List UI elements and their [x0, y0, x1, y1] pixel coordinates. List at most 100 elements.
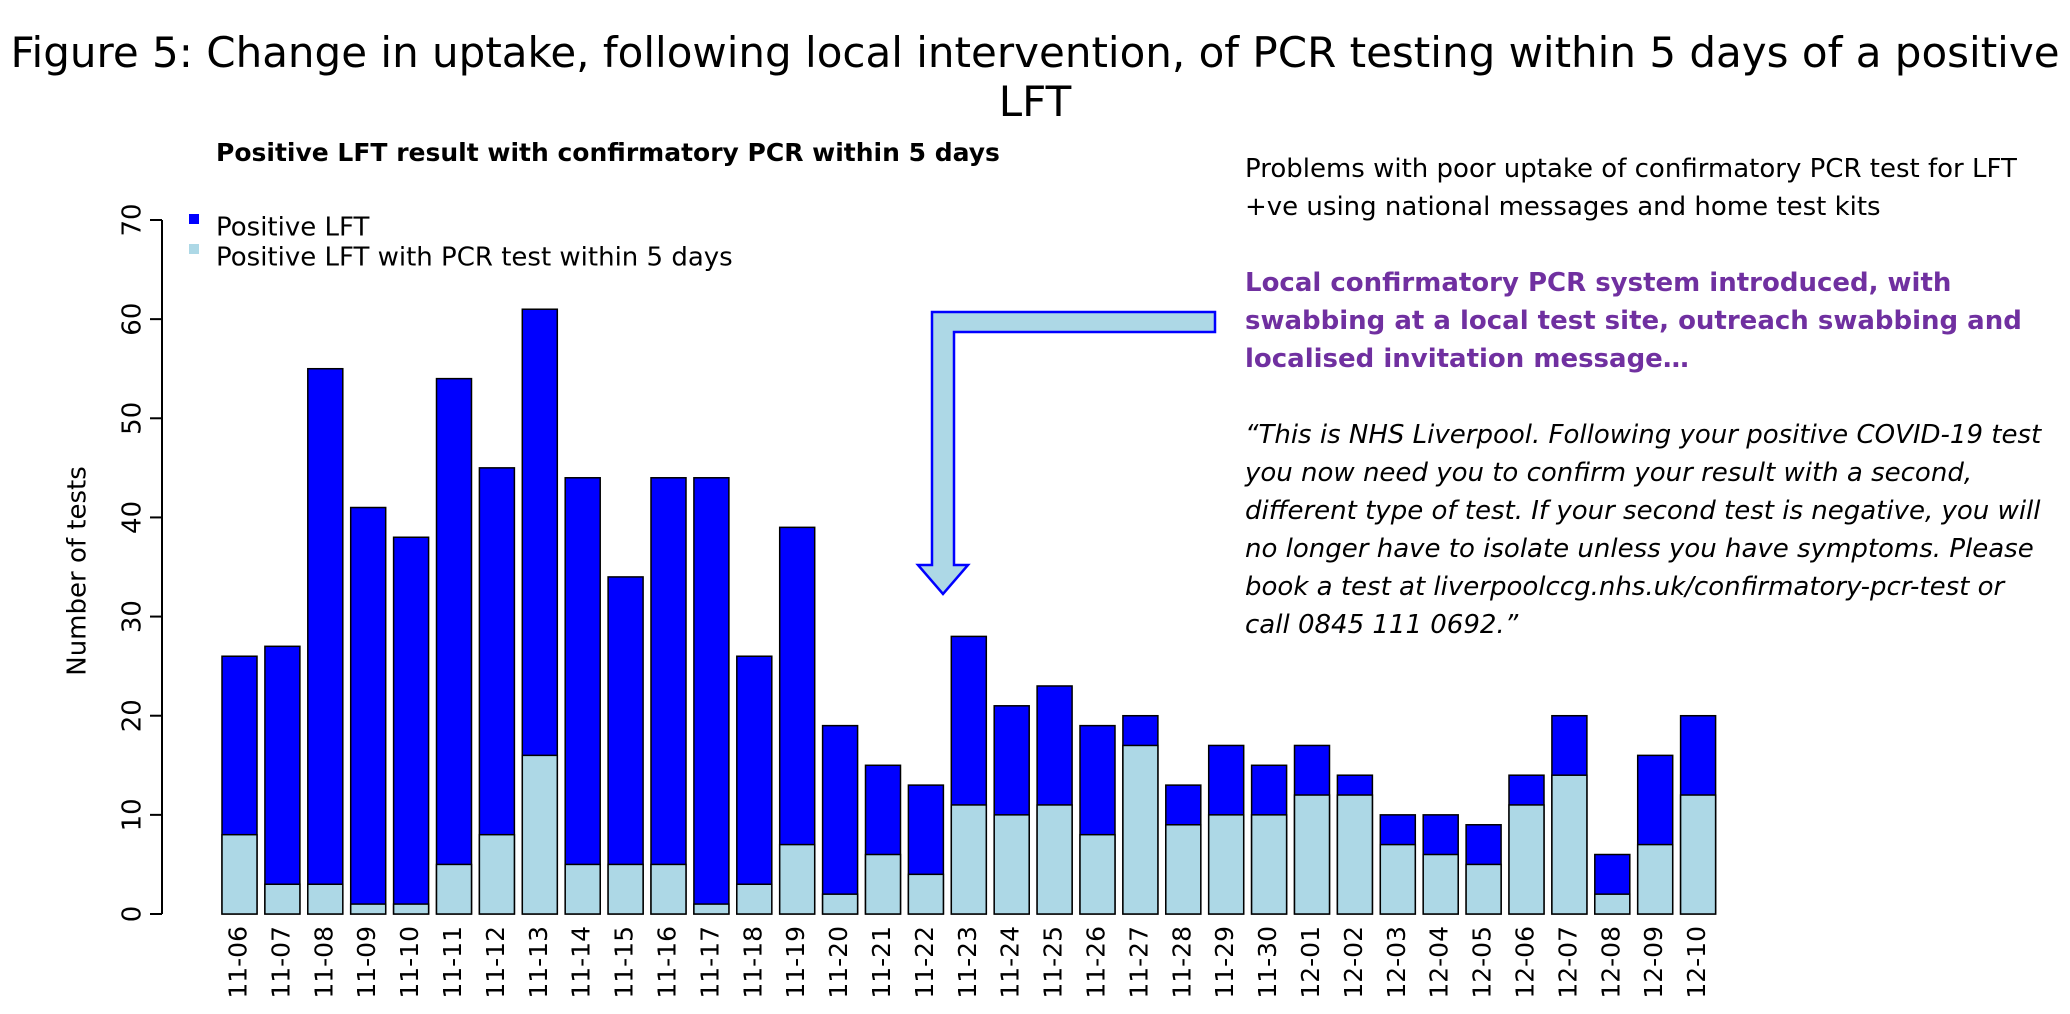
y-tick-label: 50: [118, 402, 148, 435]
x-tick-label: 12-06: [1511, 926, 1540, 999]
bar-positive-lft-with-pcr: [1465, 863, 1502, 915]
bar-positive-lft-with-pcr: [1422, 853, 1459, 915]
y-axis-label: Number of tests: [63, 466, 93, 676]
x-tick-label: 11-06: [224, 926, 253, 999]
bar-positive-lft-with-pcr: [564, 863, 601, 915]
x-tick-label: 11-26: [1082, 926, 1111, 999]
bar-positive-lft-with-pcr: [392, 903, 430, 915]
x-tick-label: 11-29: [1210, 926, 1239, 999]
x-tick-label: 12-05: [1468, 926, 1497, 999]
y-tick-label: 60: [118, 303, 148, 336]
x-tick-label: 11-13: [524, 926, 553, 999]
bar-positive-lft-with-pcr: [221, 833, 258, 915]
x-tick-label: 12-01: [1296, 926, 1325, 999]
x-tick-label: 11-14: [567, 926, 596, 999]
x-tick-label: 11-27: [1124, 926, 1153, 999]
x-tick-label: 11-09: [352, 926, 381, 999]
x-tick-label: 11-15: [610, 926, 639, 999]
bar-positive-lft: [392, 536, 430, 915]
legend-swatch: [189, 214, 199, 224]
x-tick-label: 12-04: [1425, 926, 1454, 999]
figure-title: Figure 5: Change in uptake, following lo…: [10, 28, 2060, 126]
x-tick-label: 11-11: [438, 926, 467, 999]
y-tick-label: 70: [118, 203, 148, 236]
bar-positive-lft-with-pcr: [1250, 814, 1288, 915]
bar-positive-lft-with-pcr: [1293, 794, 1331, 915]
bar-positive-lft-with-pcr: [1079, 833, 1116, 915]
y-tick-label: 0: [118, 906, 148, 923]
annotation-problem: Problems with poor uptake of confirmator…: [1245, 154, 2017, 222]
x-tick-label: 11-16: [653, 926, 682, 999]
bar-positive-lft-with-pcr: [821, 893, 859, 915]
bar-positive-lft-with-pcr: [435, 863, 473, 915]
legend-swatch: [189, 244, 199, 254]
bar-positive-lft-with-pcr: [349, 903, 387, 915]
x-tick-label: 11-20: [824, 926, 853, 999]
bar-positive-lft: [650, 477, 687, 915]
x-tick-label: 11-22: [910, 926, 939, 999]
bar-positive-lft: [693, 477, 730, 915]
bar-positive-lft-with-pcr: [736, 883, 773, 915]
y-tick-label: 40: [118, 501, 148, 534]
bar-positive-lft-with-pcr: [521, 754, 559, 915]
bar-positive-lft-with-pcr: [864, 853, 902, 915]
x-tick-label: 12-08: [1596, 926, 1625, 999]
chart-title: Positive LFT result with confirmatory PC…: [216, 138, 1000, 167]
x-tick-label: 12-10: [1682, 926, 1711, 999]
bar-positive-lft-with-pcr: [1679, 794, 1717, 915]
x-tick-label: 11-07: [266, 926, 295, 999]
bar-positive-lft-with-pcr: [1594, 893, 1631, 915]
x-tick-label: 11-28: [1167, 926, 1196, 999]
bar-positive-lft: [821, 724, 859, 915]
bar-positive-lft: [349, 506, 387, 915]
bar-positive-lft: [564, 477, 601, 915]
bar-positive-lft-with-pcr: [1336, 794, 1374, 915]
legend-label: Positive LFT: [216, 213, 369, 243]
bar-positive-lft-with-pcr: [1122, 744, 1159, 915]
bar-positive-lft-with-pcr: [1207, 814, 1245, 915]
bar-positive-lft-with-pcr: [307, 883, 344, 915]
y-tick-label: 10: [118, 798, 148, 831]
bar-positive-lft-with-pcr: [1379, 843, 1417, 915]
bar-positive-lft-with-pcr: [1508, 804, 1545, 915]
x-tick-label: 11-23: [953, 926, 982, 999]
x-tick-label: 11-08: [309, 926, 338, 999]
legend-label: Positive LFT with PCR test within 5 days: [216, 243, 733, 273]
bar-positive-lft-with-pcr: [693, 903, 730, 915]
x-tick-label: 12-07: [1553, 926, 1582, 999]
x-tick-label: 12-03: [1382, 926, 1411, 999]
bar-positive-lft-with-pcr: [478, 833, 516, 915]
x-tick-label: 11-30: [1253, 926, 1282, 999]
x-tick-label: 11-17: [695, 926, 724, 999]
bar-positive-lft-with-pcr: [1036, 804, 1073, 915]
x-tick-label: 11-18: [738, 926, 767, 999]
y-tick-label: 20: [118, 699, 148, 732]
bar-positive-lft: [736, 655, 773, 915]
x-tick-label: 11-12: [481, 926, 510, 999]
annotation-quote: “This is NHS Liverpool. Following your p…: [1245, 420, 2042, 640]
bar-positive-lft-with-pcr: [1636, 843, 1674, 915]
x-tick-label: 11-24: [996, 926, 1025, 999]
y-tick-label: 30: [118, 600, 148, 633]
bar-positive-lft: [435, 377, 473, 915]
bar-positive-lft-with-pcr: [950, 804, 988, 915]
bar-positive-lft-with-pcr: [778, 843, 816, 915]
x-tick-label: 11-25: [1039, 926, 1068, 999]
bar-positive-lft-with-pcr: [1165, 824, 1202, 915]
bar-positive-lft: [307, 367, 344, 915]
x-tick-label: 12-09: [1639, 926, 1668, 999]
x-tick-label: 11-10: [395, 926, 424, 999]
x-tick-label: 11-21: [867, 926, 896, 999]
bar-positive-lft-with-pcr: [1551, 774, 1588, 915]
bar-positive-lft-with-pcr: [607, 863, 644, 915]
bar-positive-lft-with-pcr: [993, 814, 1030, 915]
arrow-icon: [915, 310, 1217, 596]
bar-positive-lft: [607, 576, 644, 915]
bar-positive-lft: [264, 645, 301, 915]
x-tick-label: 11-19: [781, 926, 810, 999]
annotation-local-system: Local confirmatory PCR system introduced…: [1245, 268, 2022, 374]
bar-positive-lft-with-pcr: [650, 863, 687, 915]
bar-positive-lft-with-pcr: [907, 873, 945, 915]
bar-positive-lft-with-pcr: [264, 883, 301, 915]
